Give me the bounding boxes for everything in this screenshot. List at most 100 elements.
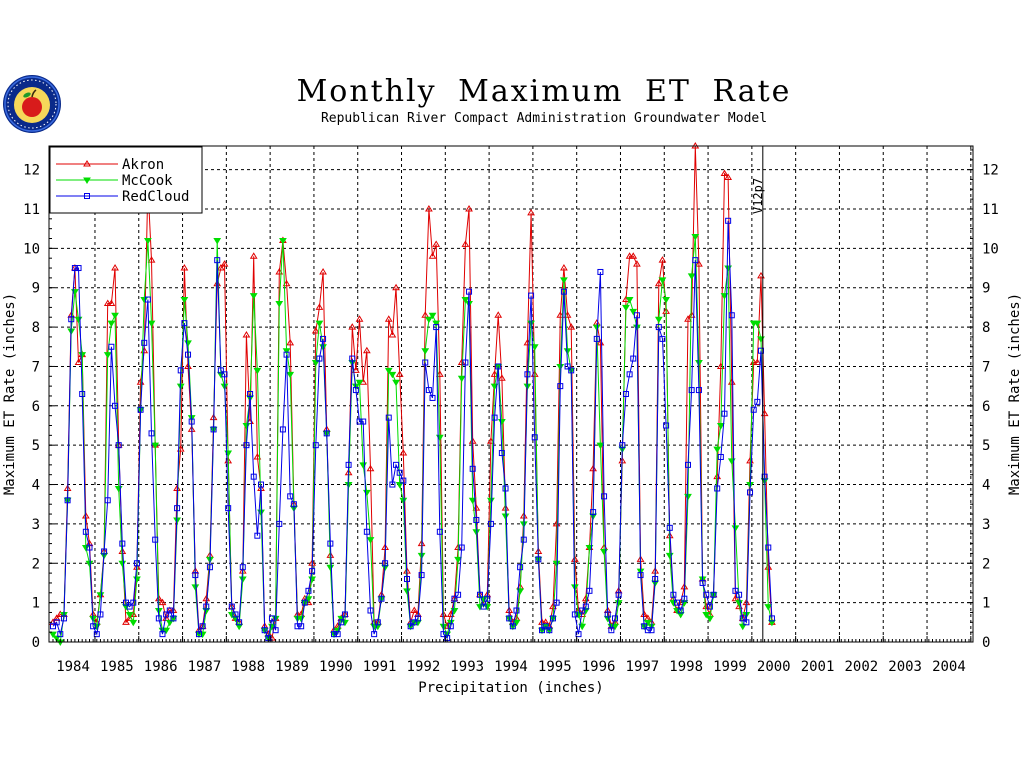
data-point: [148, 430, 155, 437]
data-point: [371, 631, 378, 638]
data-point: [52, 635, 61, 643]
data-point: [695, 387, 702, 394]
data-point: [374, 619, 381, 626]
x-tick-label: 1987: [188, 659, 222, 675]
y-tick-label: 4: [32, 478, 40, 494]
data-point: [421, 348, 430, 355]
data-point: [688, 387, 695, 394]
data-point: [768, 615, 775, 622]
data-point: [615, 591, 622, 598]
data-point: [122, 618, 130, 625]
data-point: [665, 552, 674, 560]
chart-series: [49, 142, 776, 646]
data-point: [422, 359, 429, 366]
data-point: [71, 265, 78, 272]
x-tick-label: 1995: [538, 659, 572, 675]
data-point: [356, 418, 363, 425]
data-point: [571, 611, 578, 618]
data-point: [158, 598, 167, 606]
chart-title: Monthly Maximum ET Rate: [296, 74, 792, 109]
data-point: [596, 442, 605, 450]
data-point: [608, 627, 615, 634]
data-point: [57, 631, 64, 638]
data-point: [629, 252, 638, 259]
data-point: [497, 374, 506, 381]
data-point: [104, 497, 111, 504]
x-tick-label: 1999: [713, 659, 747, 675]
data-point: [355, 315, 364, 322]
x-tick-label: 1997: [626, 659, 660, 675]
data-point: [706, 603, 713, 610]
data-point: [542, 623, 549, 630]
data-point: [249, 252, 258, 259]
data-point: [556, 363, 565, 371]
data-point: [399, 449, 408, 456]
data-point: [549, 602, 557, 610]
data-point: [90, 623, 97, 630]
data-point: [619, 442, 626, 449]
data-point: [626, 371, 633, 378]
data-point: [155, 615, 162, 622]
data-point: [579, 607, 586, 614]
data-point: [118, 547, 127, 554]
data-point: [249, 293, 258, 300]
data-point: [732, 587, 739, 594]
data-point: [184, 340, 192, 347]
data-point: [432, 320, 441, 328]
data-point: [151, 442, 160, 450]
series-redcloud: [50, 217, 775, 642]
data-point: [411, 619, 418, 626]
data-point: [643, 619, 652, 627]
data-point: [144, 296, 151, 303]
data-point: [768, 619, 776, 627]
data-point: [130, 599, 137, 606]
data-point: [654, 279, 663, 287]
data-point: [52, 614, 61, 621]
x-tick-label: 2001: [801, 659, 835, 675]
data-point: [225, 505, 232, 512]
y-axis-label-left: Maximum ET Rate (inches): [2, 293, 18, 495]
data-point: [476, 591, 483, 598]
data-point: [174, 505, 181, 512]
data-point: [85, 560, 94, 568]
data-point: [490, 370, 499, 377]
data-point: [425, 387, 432, 394]
data-point: [319, 267, 327, 275]
x-tick-label: 1984: [56, 659, 90, 675]
data-point: [122, 599, 129, 606]
data-point: [462, 359, 469, 366]
data-point: [659, 335, 666, 342]
data-point: [687, 311, 696, 318]
data-point: [739, 615, 746, 622]
data-point: [421, 311, 430, 318]
data-point: [451, 595, 458, 602]
data-point: [494, 311, 503, 318]
data-point: [461, 240, 470, 247]
data-point: [670, 591, 677, 598]
data-point: [490, 383, 499, 391]
series-line: [52, 220, 773, 640]
data-point: [112, 402, 119, 409]
data-point: [141, 339, 148, 346]
data-point: [710, 591, 717, 598]
data-point: [348, 323, 357, 330]
data-point: [362, 346, 371, 354]
data-point: [684, 493, 692, 501]
data-point: [684, 315, 692, 322]
x-tick-label: 2004: [932, 659, 966, 675]
data-point: [706, 615, 714, 623]
y-tick-label-right: 7: [982, 359, 990, 375]
y-tick-label: 7: [32, 359, 40, 375]
data-point: [527, 208, 535, 216]
data-point: [191, 584, 200, 591]
data-point: [498, 450, 505, 457]
data-point: [366, 537, 375, 544]
data-point: [454, 556, 462, 564]
data-point: [560, 264, 568, 271]
data-point: [213, 237, 222, 245]
data-point: [501, 513, 510, 521]
data-point: [396, 469, 403, 476]
data-point: [165, 619, 174, 627]
data-point: [403, 576, 410, 583]
data-point: [633, 260, 641, 267]
